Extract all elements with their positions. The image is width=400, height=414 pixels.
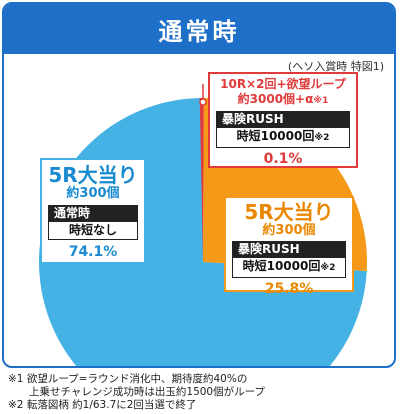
label-normal-5r-mode: 通常時 [48,205,138,222]
label-rush-5r-sub: 約300個 [262,223,316,238]
callout-10r-sub: 約3000個+α※1 [237,92,329,106]
footnote-2: ※2 転落図柄 約1/63.7に2回当選で終了 [8,399,197,411]
label-rush-5r: 5R大当り 約300個 暴険RUSH 時短10000回※2 25.8% [224,196,354,297]
label-rush-5r-time: 時短10000回※2 [232,258,346,278]
chart-title: 通常時 [4,4,394,54]
label-rush-5r-mode: 暴険RUSH [232,241,346,258]
leader-dot [199,98,207,106]
callout-10r: 10R×2回+欲望ループ 約3000個+α※1 暴険RUSH 時短10000回※… [208,72,358,168]
label-normal-5r: 5R大当り 約300個 通常時 時短なし 74.1% [40,158,146,264]
label-rush-5r-title: 5R大当り [244,200,334,224]
callout-10r-time: 時短10000回※2 [216,128,350,148]
label-normal-5r-title: 5R大当り [48,163,138,187]
label-normal-5r-sub: 約300個 [66,186,120,201]
callout-10r-title: 10R×2回+欲望ループ [220,77,346,91]
label-rush-5r-pct: 25.8% [264,281,314,297]
chart-subtitle: (ヘソ入賞時 特図1) [287,60,384,73]
label-normal-5r-time: 時短なし [48,222,138,240]
footnote-1: ※1 欲望ループ=ラウンド消化中、期待度約40%の [8,373,248,385]
pie-slice-10r-loop [199,98,204,263]
footnote-1-cont: 上乗せチャレンジ成功時は出玉約1500個がループ [8,386,265,398]
footnotes: ※1 欲望ループ=ラウンド消化中、期待度約40%の 上乗せチャレンジ成功時は出玉… [8,373,396,412]
callout-10r-pct: 0.1% [263,151,303,167]
label-normal-5r-pct: 74.1% [68,244,118,260]
callout-10r-mode: 暴険RUSH [216,111,350,128]
